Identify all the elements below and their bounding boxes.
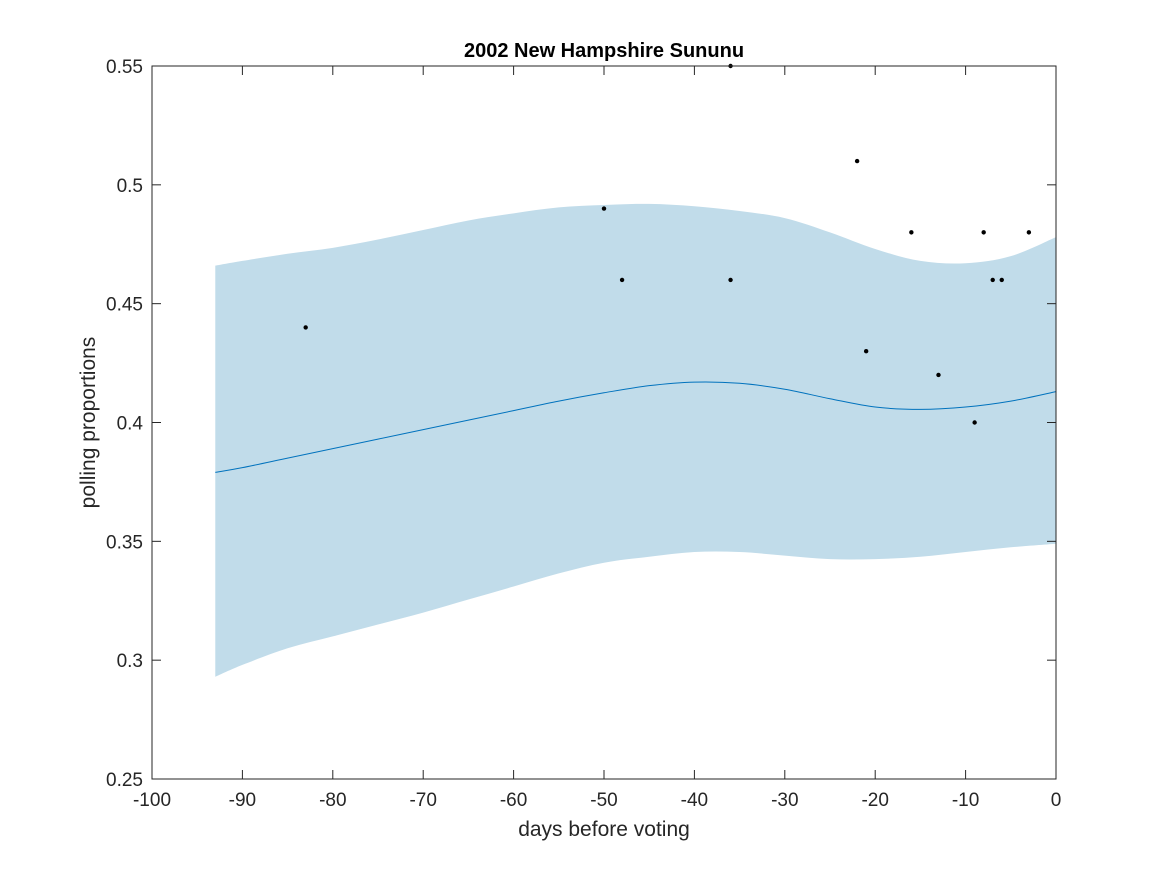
poll-point <box>909 230 914 235</box>
x-axis: -100 -90 -80 -70 -60 -50 -40 -30 -20 -10 0 <box>133 66 1061 811</box>
x-tick-label: -20 <box>861 790 888 811</box>
poll-point <box>972 420 977 425</box>
y-axis-label: polling proportions <box>77 337 100 509</box>
y-tick-label: 0.35 <box>106 532 143 553</box>
y-axis: 0.25 0.3 0.35 0.4 0.45 0.5 0.55 <box>106 57 1056 791</box>
x-tick-label: -10 <box>952 790 979 811</box>
x-tick-label: -30 <box>771 790 798 811</box>
poll-point <box>999 277 1004 283</box>
x-tick-label: -60 <box>500 790 527 811</box>
y-tick-label: 0.4 <box>117 414 144 435</box>
chart-title: 2002 New Hampshire Sununu <box>464 40 744 62</box>
poll-point <box>863 349 869 354</box>
x-tick-label: -40 <box>681 790 708 811</box>
y-tick-label: 0.45 <box>106 295 143 316</box>
y-tick-label: 0.55 <box>106 57 143 78</box>
poll-point <box>728 277 733 283</box>
confidence-band <box>215 203 1056 677</box>
y-tick-label: 0.3 <box>117 651 143 672</box>
trend-line <box>215 381 1057 473</box>
x-tick-label: -100 <box>133 790 171 811</box>
x-tick-label: -70 <box>409 790 436 811</box>
poll-point <box>990 277 995 283</box>
x-tick-label: -80 <box>319 790 346 811</box>
y-tick-label: 0.25 <box>106 770 143 791</box>
poll-point <box>619 277 625 283</box>
x-tick-label: -50 <box>590 790 617 811</box>
poll-point <box>601 206 607 211</box>
x-tick-label: -90 <box>229 790 256 811</box>
poll-point <box>854 158 860 164</box>
poll-point <box>1026 230 1032 235</box>
poll-point <box>936 372 941 378</box>
x-tick-label: 0 <box>1051 790 1062 811</box>
poll-point <box>303 325 308 330</box>
poll-point <box>981 230 986 235</box>
x-axis-label: days before voting <box>518 818 690 841</box>
y-tick-label: 0.5 <box>117 176 143 197</box>
